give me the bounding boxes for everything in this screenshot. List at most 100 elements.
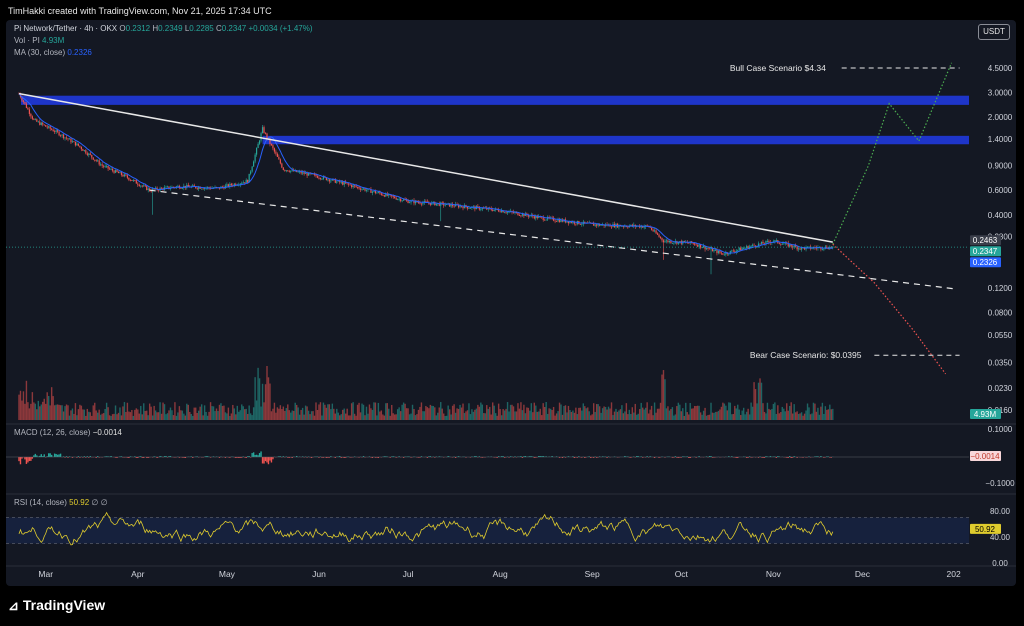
volume-bar [313,415,316,420]
volume-bar [486,405,488,420]
volume-bar [615,408,617,420]
volume-bar [542,403,544,420]
volume-bar [509,404,512,420]
volume-bar [192,415,194,420]
volume-bar [374,402,377,420]
volume-bar [803,413,806,420]
macd-bar [119,456,121,457]
volume-bar [634,403,636,420]
macd-bar [398,456,400,457]
volume-bar [643,409,645,420]
volume-bar [269,383,271,420]
volume-bar [493,405,495,420]
volume-bar [120,415,123,420]
candle-body [111,168,114,171]
candle-body [392,196,394,197]
candle-body [264,132,267,134]
currency-button[interactable]: USDT [978,24,1010,40]
candle-body [673,242,675,244]
macd-bar [71,457,74,458]
volume-bar [581,410,583,420]
volume-bar [391,404,393,420]
macd-bar [279,456,282,457]
candle-body [104,165,106,167]
volume-bar [214,411,216,420]
candle-body [251,166,253,172]
macd-bar [278,456,280,457]
volume-bar [200,404,203,420]
macd-bar [778,456,781,457]
volume-bar [766,402,769,420]
candle-body [198,187,200,189]
chart-canvas[interactable]: Bull Case Scenario $4.34 Bear Case Scenar… [6,20,1016,586]
macd-bar [745,457,748,458]
candle-body [359,188,362,190]
volume-bar [558,402,561,420]
macd-bar [56,454,59,457]
macd-bar [493,457,495,458]
volume-bar [266,366,268,420]
macd-bar [391,456,393,457]
volume-bar [432,405,435,420]
volume-bar [673,415,675,420]
candle-body [517,212,519,216]
macd-bar [576,457,579,458]
candle-body [367,188,369,190]
volume-bar [53,405,56,420]
macd-bar [255,454,258,457]
candle-body [397,198,399,200]
candle-body [113,170,115,173]
candle-body [431,202,433,205]
volume-bar [241,404,243,420]
macd-bar [95,457,97,458]
macd-bar [573,457,576,458]
candle-body [206,187,209,188]
volume-bar [506,402,509,420]
volume-bar [353,413,356,420]
volume-bar [71,408,74,420]
candle-body [481,208,483,210]
candle-body [521,213,524,216]
macd-bar [18,457,20,462]
volume-bar [478,406,481,420]
macd-bar [218,457,221,458]
volume-bar [763,411,766,420]
candle-body [79,145,81,147]
volume-bar [484,413,486,420]
candle-body [319,178,322,179]
volume-bar [619,409,622,420]
candle-body [120,172,123,175]
volume-bar [126,402,129,420]
macd-bar [181,457,184,458]
volume-bar [160,413,163,420]
volume-bar [437,412,439,420]
candle-body [31,116,33,119]
macd-bar [128,457,130,458]
macd-bar [53,453,56,457]
volume-bar [404,403,406,420]
volume-bar [686,412,688,420]
candle-body [751,244,754,246]
volume-bar [720,406,723,420]
volume-bar [494,413,497,420]
volume-bar [457,408,460,420]
resistance-zone [21,95,969,105]
volume-bar [616,411,619,420]
macd-bar [19,457,22,465]
volume-bar [205,411,207,420]
volume-bar [598,406,601,420]
candle-body [548,216,550,218]
volume-bar [151,415,154,420]
chart-frame[interactable]: Bull Case Scenario $4.34 Bear Case Scenar… [6,20,1016,586]
macd-bar [636,456,638,457]
volume-bar [731,414,733,420]
macd-bar [695,457,697,458]
macd-bar [793,456,795,457]
candle-body [313,174,316,176]
macd-bar [410,457,412,458]
volume-bar [307,410,310,420]
volume-bar [339,415,341,420]
volume-bar [538,411,540,420]
macd-bar [426,457,429,458]
candle-body [43,124,45,126]
